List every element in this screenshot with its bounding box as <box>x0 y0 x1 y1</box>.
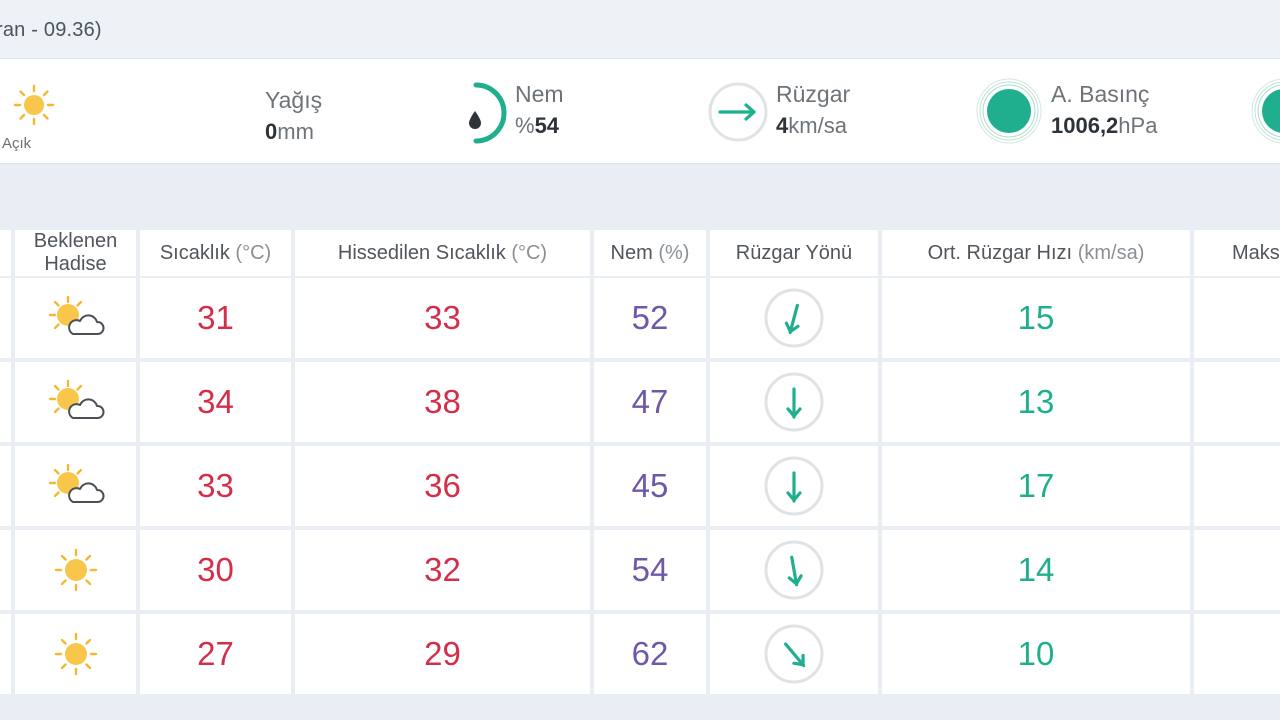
wind-value: 4km/sa <box>776 113 847 138</box>
cell-hum: 45 <box>594 446 706 526</box>
pressure-label: A. Basınç <box>1051 81 1150 107</box>
pressure-value: 1006,2hPa <box>1051 113 1158 138</box>
cell-temp: 30 <box>140 530 291 610</box>
cell-max <box>1194 530 1280 610</box>
cell-time <box>0 362 11 442</box>
cell-temp: 34 <box>140 362 291 442</box>
cell-max <box>1194 362 1280 442</box>
cell-time <box>0 530 11 610</box>
humidity-gauge-icon <box>469 82 507 144</box>
cell-feel: 33 <box>295 278 590 358</box>
header-max: Maks <box>1194 230 1280 276</box>
partly-cloudy-icon <box>15 446 136 526</box>
header-humidity: Nem (%) <box>594 230 706 276</box>
wind-direction-icon <box>710 530 878 610</box>
cell-temp: 33 <box>140 446 291 526</box>
precip-label: Yağış <box>265 87 323 113</box>
cell-speed: 13 <box>882 362 1190 442</box>
cell-feel: 32 <box>295 530 590 610</box>
wind-direction-icon <box>710 362 878 442</box>
cell-max <box>1194 446 1280 526</box>
header-feel: Hissedilen Sıcaklık (°C) <box>295 230 590 276</box>
next-indicator-icon <box>1251 78 1280 144</box>
page-footer-band <box>0 698 1280 720</box>
cell-time <box>0 614 11 694</box>
arrow-right-icon <box>708 82 768 142</box>
header-cell-time <box>0 230 11 276</box>
sun-icon <box>15 614 136 694</box>
cell-temp: 31 <box>140 278 291 358</box>
humidity-value: %54 <box>515 113 560 138</box>
cell-speed: 15 <box>882 278 1190 358</box>
section-spacer <box>0 164 1280 230</box>
partly-cloudy-icon <box>15 278 136 358</box>
cell-hum: 62 <box>594 614 706 694</box>
precip-value: 0mm <box>265 119 314 144</box>
cell-hum: 47 <box>594 362 706 442</box>
cell-feel: 38 <box>295 362 590 442</box>
condition-label: Açık <box>2 135 32 152</box>
sun-icon <box>15 530 136 610</box>
cell-speed: 10 <box>882 614 1190 694</box>
wind-direction-icon <box>710 446 878 526</box>
cell-hum: 54 <box>594 530 706 610</box>
partly-cloudy-icon <box>15 362 136 442</box>
cell-temp: 27 <box>140 614 291 694</box>
header-wind-speed: Ort. Rüzgar Hızı (km/sa) <box>882 230 1190 276</box>
current-conditions-panel: Açık Yağış 0mm Nem %54 Rüzgar 4km/sa A. … <box>0 58 1280 164</box>
wind-label: Rüzgar <box>776 81 851 107</box>
header-wind-dir: Rüzgar Yönü <box>710 230 878 276</box>
cell-speed: 17 <box>882 446 1190 526</box>
cell-hum: 52 <box>594 278 706 358</box>
wind-direction-icon <box>710 278 878 358</box>
header-event: Beklenen Hadise <box>15 230 136 276</box>
cell-max <box>1194 614 1280 694</box>
page-header: ran - 09.36) <box>0 0 1280 58</box>
cell-feel: 29 <box>295 614 590 694</box>
header-temp: Sıcaklık (°C) <box>140 230 291 276</box>
cell-time <box>0 446 11 526</box>
cell-feel: 36 <box>295 446 590 526</box>
cell-speed: 14 <box>882 530 1190 610</box>
page-title: ran - 09.36) <box>0 19 102 41</box>
wind-direction-icon <box>710 614 878 694</box>
pressure-dot-icon <box>976 78 1042 144</box>
cell-max <box>1194 278 1280 358</box>
sun-icon <box>13 84 55 126</box>
forecast-table: Beklenen Hadise Sıcaklık (°C) Hissedilen … <box>0 228 1280 698</box>
humidity-label: Nem <box>515 81 564 107</box>
cell-time <box>0 278 11 358</box>
